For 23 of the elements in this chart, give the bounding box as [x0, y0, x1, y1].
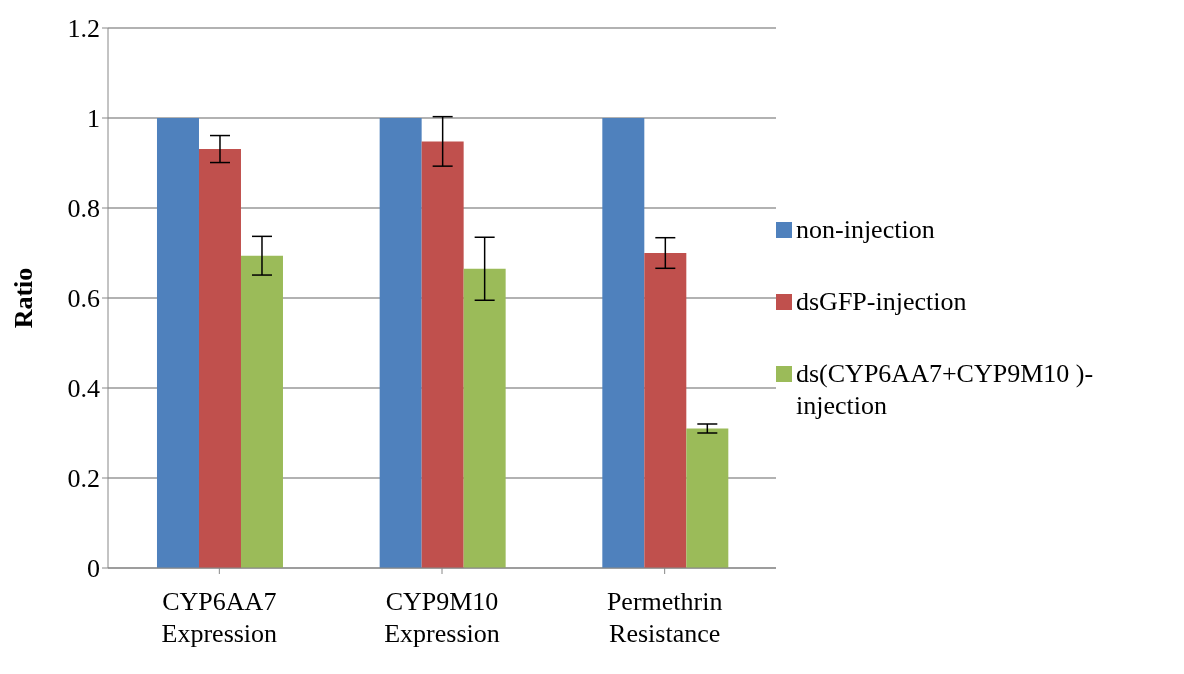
legend-label: non-injection [796, 214, 935, 246]
bar [379, 118, 422, 568]
legend-label: ds(CYP6AA7+CYP9M10 )-injection [796, 358, 1095, 422]
legend-label: dsGFP-injection [796, 286, 967, 318]
y-tick-label: 0.2 [67, 464, 100, 494]
y-tick-label: 1.2 [67, 14, 100, 44]
bar [686, 428, 729, 568]
bar [463, 268, 506, 568]
y-tick-label: 1 [87, 104, 100, 134]
bar [198, 149, 241, 568]
bar [156, 118, 199, 568]
bar [421, 141, 464, 568]
bar [602, 118, 645, 568]
y-tick-label: 0.4 [67, 374, 100, 404]
y-axis-title: Ratio [9, 267, 39, 329]
bar [644, 253, 687, 568]
y-tick-label: 0.6 [67, 284, 100, 314]
x-tick-label: Permethrin Resistance [606, 587, 723, 648]
y-tick-label: 0 [87, 554, 100, 584]
bar [240, 255, 283, 568]
y-tick-label: 0.8 [67, 194, 100, 224]
x-tick-label: CYP6AA7 Expression [161, 587, 278, 648]
x-tick-label: CYP9M10 Expression [384, 587, 500, 648]
